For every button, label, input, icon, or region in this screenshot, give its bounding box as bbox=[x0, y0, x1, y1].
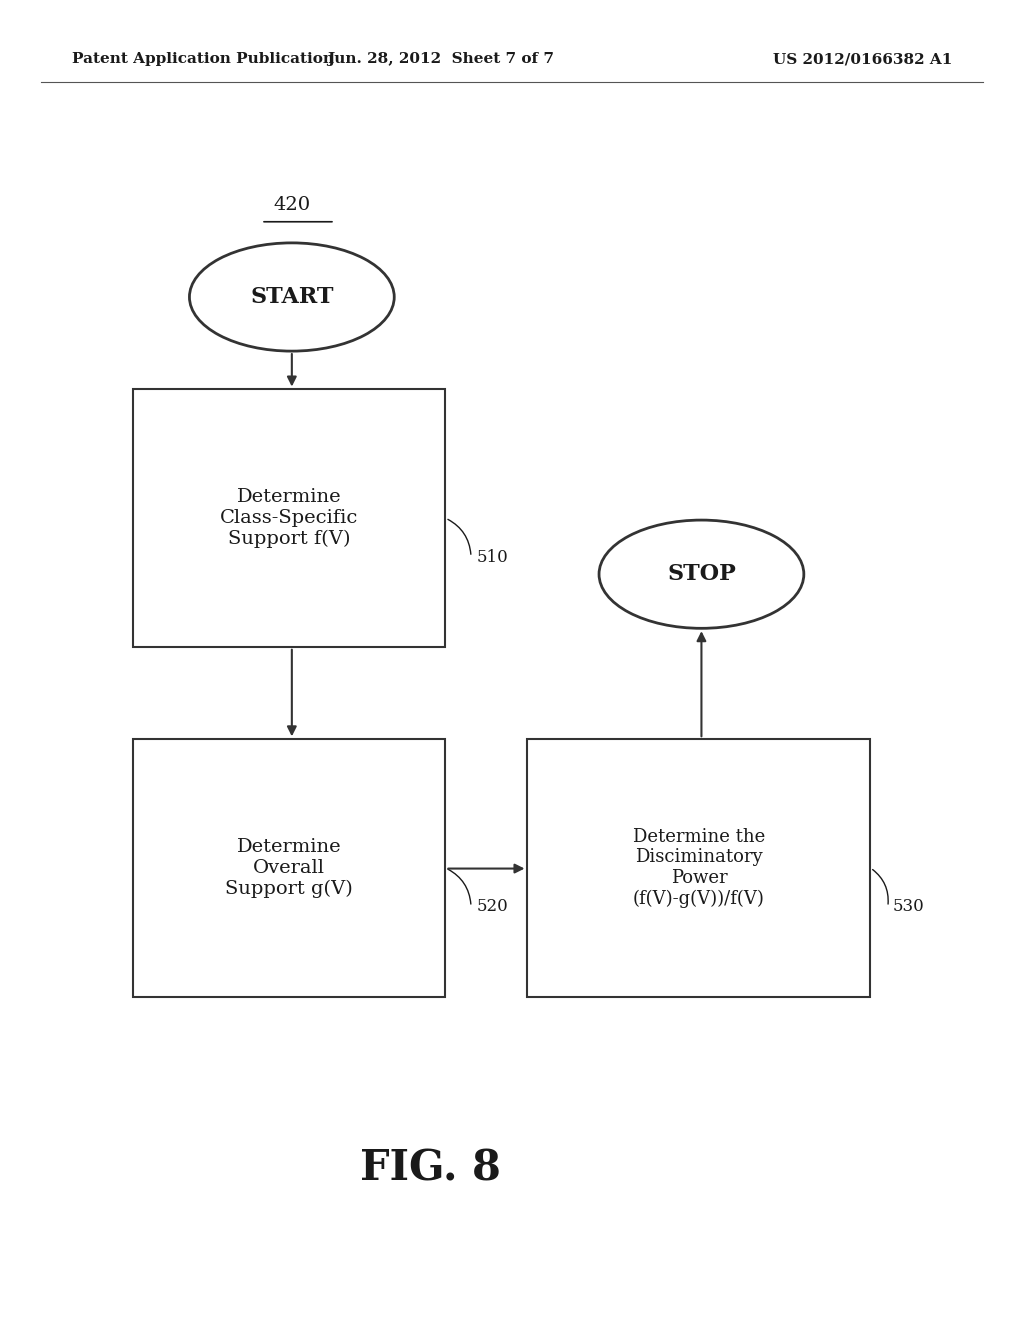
Text: START: START bbox=[250, 286, 334, 308]
Text: Determine
Overall
Support g(V): Determine Overall Support g(V) bbox=[225, 838, 353, 898]
Text: 530: 530 bbox=[893, 899, 925, 915]
Text: 520: 520 bbox=[476, 899, 508, 915]
Text: Determine the
Disciminatory
Power
(f(V)-g(V))/f(V): Determine the Disciminatory Power (f(V)-… bbox=[633, 828, 765, 908]
Text: STOP: STOP bbox=[667, 564, 736, 585]
Text: Jun. 28, 2012  Sheet 7 of 7: Jun. 28, 2012 Sheet 7 of 7 bbox=[327, 53, 554, 66]
Ellipse shape bbox=[599, 520, 804, 628]
Text: Determine
Class-Specific
Support f(V): Determine Class-Specific Support f(V) bbox=[220, 488, 358, 548]
Ellipse shape bbox=[189, 243, 394, 351]
Text: 510: 510 bbox=[476, 549, 508, 565]
Text: FIG. 8: FIG. 8 bbox=[359, 1147, 501, 1189]
FancyBboxPatch shape bbox=[133, 739, 445, 997]
Text: Patent Application Publication: Patent Application Publication bbox=[72, 53, 334, 66]
Text: US 2012/0166382 A1: US 2012/0166382 A1 bbox=[773, 53, 952, 66]
FancyBboxPatch shape bbox=[527, 739, 870, 997]
Text: 420: 420 bbox=[273, 195, 310, 214]
FancyBboxPatch shape bbox=[133, 389, 445, 647]
